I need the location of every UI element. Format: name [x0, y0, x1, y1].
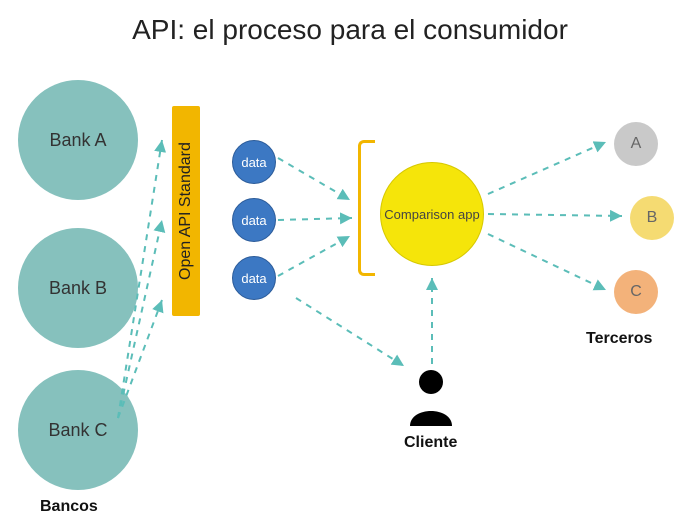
person-icon [408, 368, 454, 426]
api-standard-label: Open API Standard [177, 142, 195, 280]
data-node: data [232, 256, 276, 300]
bank-node: Bank B [18, 228, 138, 348]
data-label: data [241, 271, 266, 286]
banks-group-label: Bancos [40, 498, 98, 516]
api-standard-bar: Open API Standard [172, 106, 200, 316]
client-label: Cliente [404, 434, 457, 452]
bank-node: Bank C [18, 370, 138, 490]
third-party-node: C [614, 270, 658, 314]
data-node: data [232, 140, 276, 184]
data-label: data [241, 155, 266, 170]
comparison-app-label: Comparison app [384, 207, 479, 222]
third-party-node: A [614, 122, 658, 166]
data-label: data [241, 213, 266, 228]
bank-label: Bank C [48, 420, 107, 441]
third-parties-group-label: Terceros [586, 330, 652, 348]
bank-label: Bank A [49, 130, 106, 151]
third-party-label: B [647, 209, 658, 227]
third-party-label: C [630, 283, 642, 301]
bank-node: Bank A [18, 80, 138, 200]
third-party-node: B [630, 196, 674, 240]
comparison-app-node: Comparison app [380, 162, 484, 266]
bank-label: Bank B [49, 278, 107, 299]
third-party-label: A [631, 135, 642, 153]
data-node: data [232, 198, 276, 242]
bracket-icon [358, 140, 375, 276]
diagram-title: API: el proceso para el consumidor [0, 14, 700, 46]
